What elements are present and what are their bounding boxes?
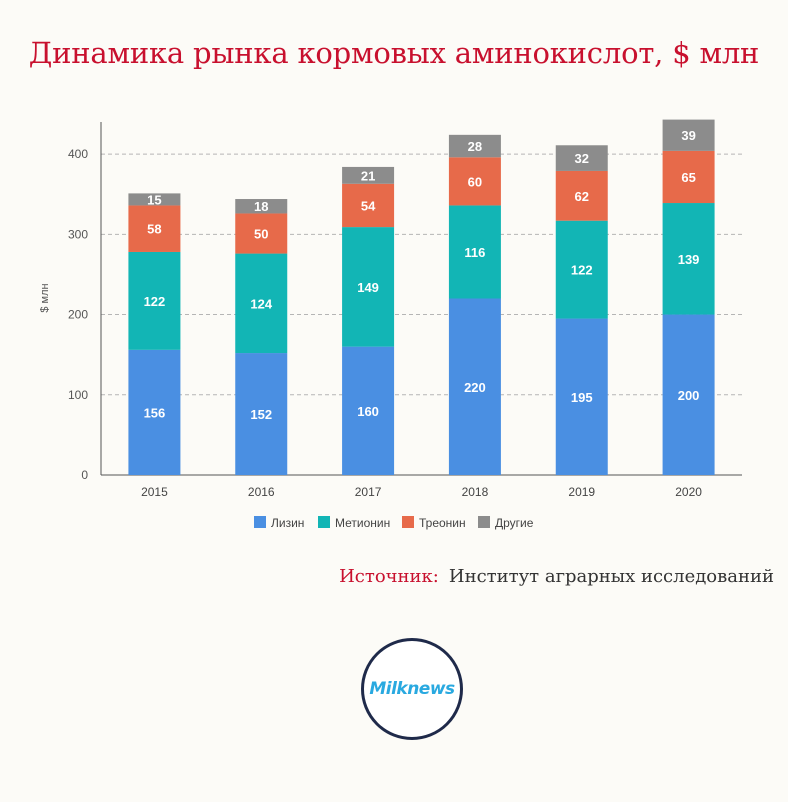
data-label: 122 (571, 263, 593, 278)
legend-swatch (254, 516, 266, 528)
bar-segment (342, 183, 395, 228)
data-label: 54 (361, 198, 376, 213)
chart-title: Динамика рынка кормовых аминокислот, $ м… (28, 36, 760, 70)
bar-segment (555, 170, 608, 221)
legend-swatch (402, 516, 414, 528)
data-label: 200 (678, 388, 700, 403)
data-label: 149 (357, 280, 379, 295)
source-text: Институт аграрных исследований (448, 566, 774, 587)
data-label: 116 (464, 245, 485, 260)
x-tick-label: 2016 (248, 485, 275, 499)
legend-label: Метионин (335, 516, 390, 530)
y-tick-label: 200 (68, 308, 88, 322)
bar-segment (555, 318, 608, 475)
x-tick-label: 2017 (355, 485, 382, 499)
x-tick-label: 2020 (675, 485, 702, 499)
bar-segment (448, 205, 501, 299)
data-label: 124 (250, 296, 272, 311)
data-label: 156 (144, 405, 166, 420)
data-label: 139 (678, 252, 700, 267)
y-axis-label: $ млн (39, 283, 51, 312)
data-label: 50 (254, 227, 268, 242)
x-tick-label: 2015 (141, 485, 168, 499)
bar-segment (235, 213, 288, 254)
y-tick-label: 0 (81, 468, 88, 482)
bar-segment (555, 220, 608, 319)
data-label: 220 (464, 380, 486, 395)
bar-segment (128, 193, 181, 206)
data-label: 28 (468, 139, 482, 154)
legend-label: Треонин (419, 516, 466, 530)
data-label: 18 (254, 199, 268, 214)
bar-segment (342, 227, 395, 347)
x-tick-label: 2019 (568, 485, 595, 499)
data-label: 122 (144, 294, 166, 309)
data-label: 65 (681, 170, 695, 185)
bar-segment (342, 166, 395, 184)
data-label: 21 (361, 168, 375, 183)
data-label: 152 (250, 407, 272, 422)
data-label: 62 (575, 189, 589, 204)
source-label: Источник: (339, 566, 439, 587)
bar-segment (128, 205, 181, 252)
milknews-logo: Milknews (361, 638, 463, 740)
data-label: 32 (575, 151, 589, 166)
bar-segment (128, 349, 181, 475)
legend-swatch (478, 516, 490, 528)
x-tick-label: 2018 (462, 485, 489, 499)
legend-label: Лизин (271, 516, 304, 530)
bar-segment (662, 203, 715, 315)
stacked-bar-chart: 0 100 200 300 400 $ млн 156 122 58 15 2015 152 124 50… (39, 119, 742, 530)
bar-segment (448, 134, 501, 158)
data-label: 39 (681, 128, 695, 143)
source-line: Источник: Институт аграрных исследований (339, 566, 774, 587)
bar-segment (555, 145, 608, 171)
bar-segment (342, 346, 395, 475)
bar-segment (662, 314, 715, 475)
bar-segment (448, 157, 501, 206)
bar-segment (128, 251, 181, 350)
bar-segment (448, 298, 501, 475)
bar-segment (662, 119, 715, 151)
bar-segment (235, 253, 288, 354)
bar-segment (662, 150, 715, 204)
bar-segment (235, 353, 288, 475)
logo-text: Milknews (369, 679, 455, 699)
data-label: 160 (357, 404, 379, 419)
y-tick-label: 300 (68, 227, 88, 241)
bar-segment (235, 199, 288, 214)
data-label: 60 (468, 174, 482, 189)
data-label: 195 (571, 390, 593, 405)
y-tick-label: 400 (68, 147, 88, 161)
legend-swatch (318, 516, 330, 528)
y-tick-label: 100 (68, 388, 88, 402)
legend-label: Другие (495, 516, 534, 530)
data-label: 58 (147, 222, 161, 237)
data-label: 15 (147, 192, 161, 207)
